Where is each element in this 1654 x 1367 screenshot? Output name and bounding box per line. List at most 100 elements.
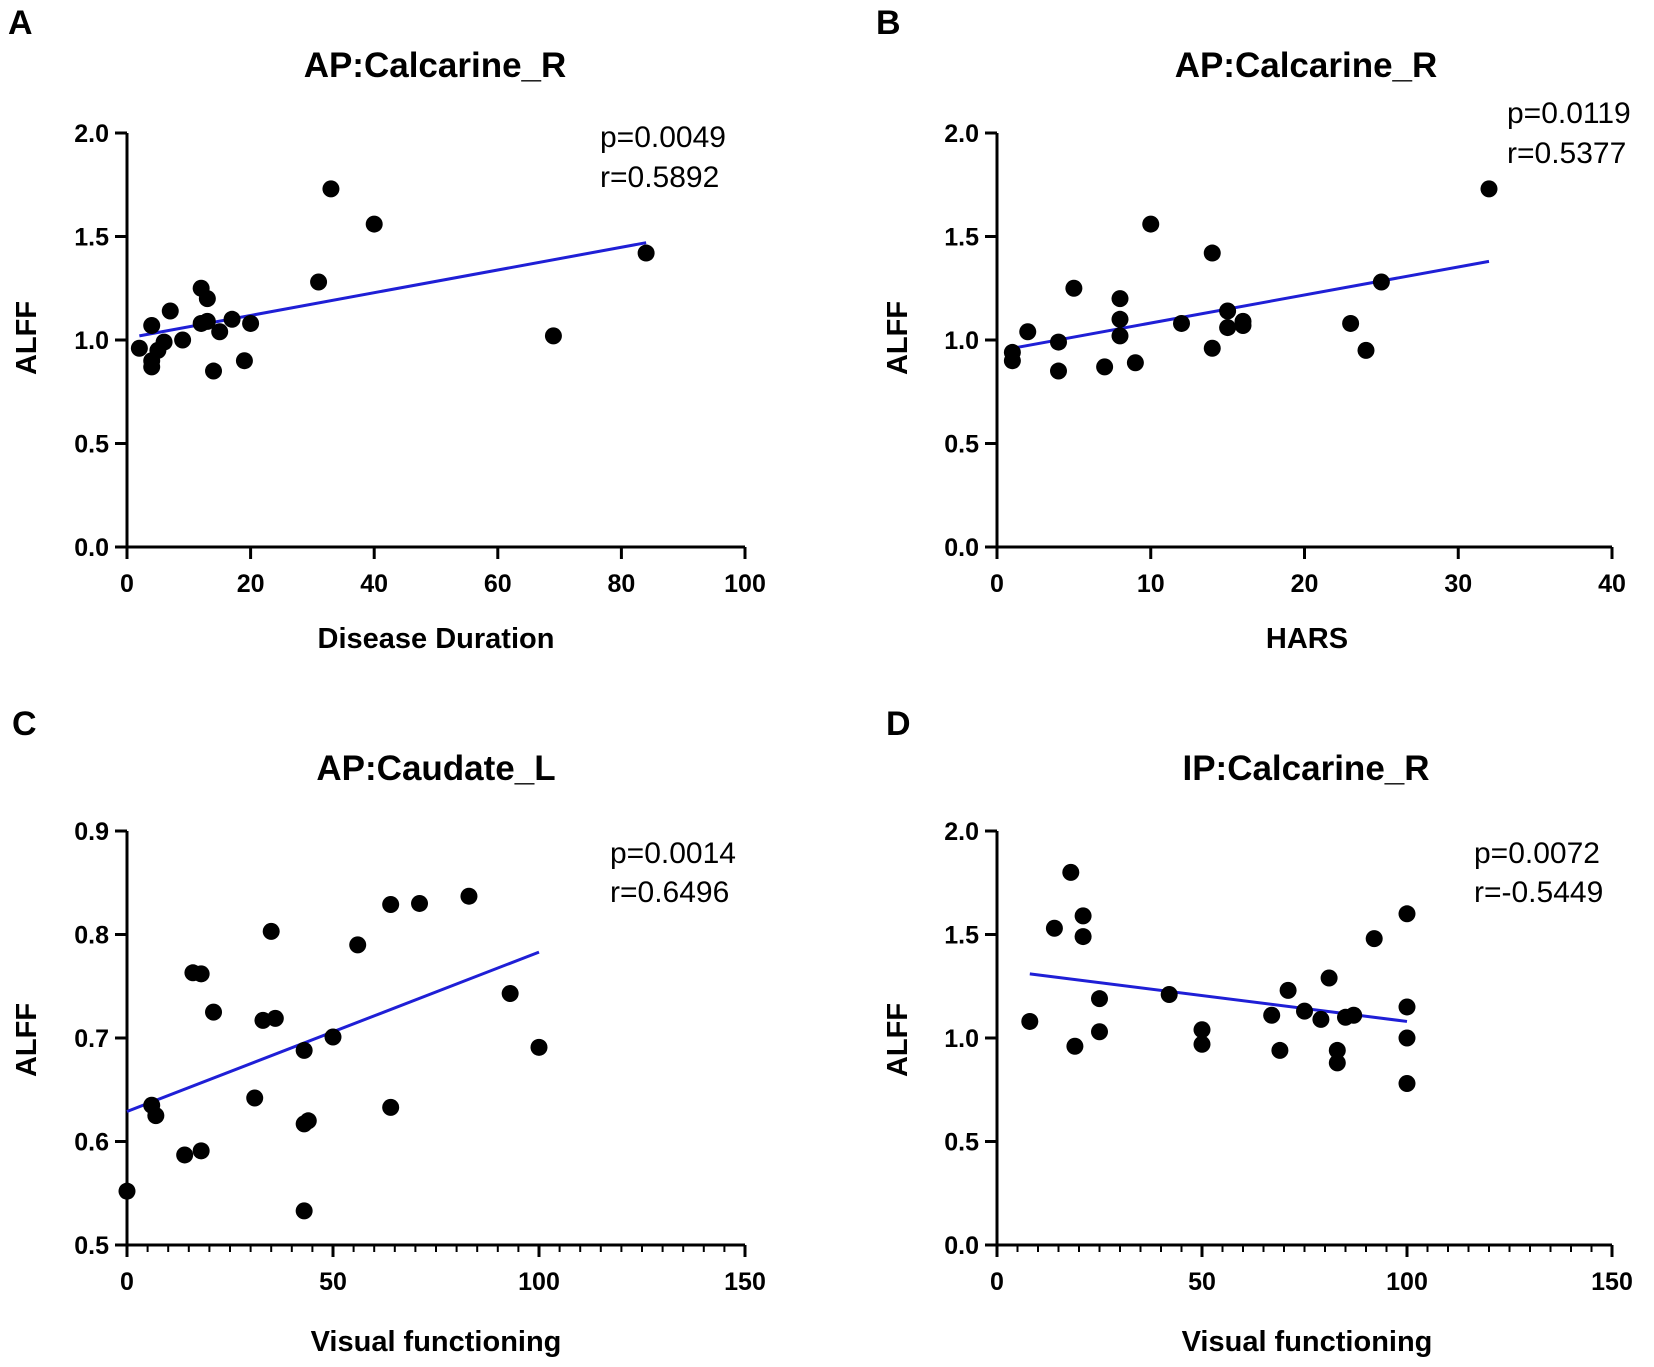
panel-b-data-point xyxy=(1203,339,1221,357)
panel-b-data-point xyxy=(1234,312,1252,330)
panel-c-y-tick-label: 0.7 xyxy=(74,1025,109,1053)
panel-c-data-point xyxy=(205,1003,223,1021)
panel-d-data-point xyxy=(1091,1023,1108,1041)
panel-c-x-tick-label: 50 xyxy=(319,1268,347,1296)
panel-a-x-tick-label: 100 xyxy=(724,570,766,598)
panel-b-data-point xyxy=(1126,354,1144,372)
panel-c-data-point xyxy=(266,1009,284,1027)
panel-b-data-point xyxy=(1050,333,1067,351)
panel-d-data-point xyxy=(1328,1054,1346,1072)
panel-c-r-value: r=0.6496 xyxy=(610,876,729,909)
panel-b-x-label: HARS xyxy=(1266,623,1348,655)
panel-b-x-tick-label: 20 xyxy=(1291,570,1319,598)
panel-a-data-point xyxy=(365,215,383,233)
panel-a-data-point xyxy=(544,327,562,345)
panel-b-y-tick-label: 0.0 xyxy=(944,534,979,562)
panel-d-data-point xyxy=(1345,1006,1363,1024)
panel-c-data-point xyxy=(192,1142,210,1160)
panel-d-data-point xyxy=(1312,1010,1330,1028)
panel-b-fit-line xyxy=(1012,259,1490,350)
panel-d-data-point xyxy=(1074,928,1092,946)
panel-d-x-tick-label: 100 xyxy=(1386,1268,1428,1296)
panel-b-data-point xyxy=(1111,290,1129,308)
panel-letter-a: A xyxy=(8,4,33,42)
panel-b-y-tick-label: 2.0 xyxy=(944,120,979,148)
panel-d-y-tick-label: 1.0 xyxy=(944,1025,979,1053)
panel-c-data-point xyxy=(147,1107,165,1125)
panel-c-y-label: ALFF xyxy=(11,1003,43,1077)
panel-b-x-tick-label: 10 xyxy=(1137,570,1165,598)
panel-a-p-value: p=0.0049 xyxy=(600,121,726,154)
panel-letter-c: C xyxy=(12,705,37,743)
panel-c-plot-area: 0.5 0.6 0.7 0.8 0.9 0 50 100 150 xyxy=(74,818,766,1296)
panel-b-y-tick-label: 0.5 xyxy=(944,431,979,459)
panel-a-data-point xyxy=(211,323,229,341)
panel-c-data-point xyxy=(246,1089,264,1107)
panel-d-r-value: r=-0.5449 xyxy=(1474,876,1603,909)
panel-d-x-label: Visual functioning xyxy=(1182,1326,1433,1358)
panel-d-y-tick-label: 0.0 xyxy=(944,1232,979,1260)
panel-c-data-point xyxy=(460,887,478,905)
panel-c-title: AP:Caudate_L xyxy=(316,749,555,788)
panel-b-title: AP:Calcarine_R xyxy=(1175,46,1438,85)
panel-a-data-point xyxy=(322,180,340,198)
panel-a-data-point xyxy=(205,362,223,380)
panel-b: B AP:Calcarine_R p=0.0119 r=0.5377 HARS … xyxy=(876,4,1631,655)
panel-d-y-tick-label: 1.5 xyxy=(944,922,979,950)
panel-d-y-tick-label: 0.5 xyxy=(944,1129,979,1157)
panel-a-y-tick-label: 1.5 xyxy=(74,224,109,252)
panel-d-p-value: p=0.0072 xyxy=(1474,837,1600,870)
panel-c-y-tick-label: 0.6 xyxy=(74,1129,109,1157)
panel-a-y-tick-label: 2.0 xyxy=(74,120,109,148)
panel-b-data-point xyxy=(1111,327,1129,345)
panel-a-data-point xyxy=(161,302,179,320)
panel-a-plot-area: 0.0 0.5 1.0 1.5 2.0 0 20 40 60 80 100 xyxy=(74,120,766,598)
panel-a-x-label: Disease Duration xyxy=(318,623,555,655)
panel-b-x-tick-label: 30 xyxy=(1444,570,1472,598)
panel-a-data-point xyxy=(155,333,173,351)
panel-d-data-point xyxy=(1193,1035,1211,1053)
panel-c-data-point xyxy=(192,965,210,983)
panel-d-title: IP:Calcarine_R xyxy=(1182,749,1429,788)
panel-b-x-tick-label: 0 xyxy=(990,570,1004,598)
panel-b-data-point xyxy=(1480,180,1498,198)
panel-b-x-tick-label: 40 xyxy=(1598,570,1626,598)
panel-b-data-point xyxy=(1219,319,1237,337)
panel-b-y-label: ALFF xyxy=(882,301,914,375)
panel-d-data-point xyxy=(1066,1037,1084,1055)
panel-c-data-point xyxy=(299,1112,317,1130)
panel-b-data-point xyxy=(1096,358,1114,376)
panel-d-data-point xyxy=(1062,863,1080,881)
panel-b-data-point xyxy=(1342,314,1360,332)
panel-c-data-point xyxy=(382,895,400,913)
panel-a-x-tick-label: 0 xyxy=(120,570,134,598)
panel-b-data-point xyxy=(1050,362,1067,380)
panel-d-data-point xyxy=(1398,1075,1416,1093)
panel-c-x-label: Visual functioning xyxy=(311,1326,562,1358)
panel-d-data-point xyxy=(1193,1021,1211,1039)
panel-b-y-tick-label: 1.0 xyxy=(944,327,979,355)
panel-d-data-point xyxy=(1160,986,1178,1004)
panel-b-data-point xyxy=(1003,352,1021,370)
panel-d-data-point xyxy=(1328,1041,1346,1059)
panel-d-x-tick-label: 150 xyxy=(1591,1268,1633,1296)
panel-d-x-tick-label: 0 xyxy=(990,1268,1004,1296)
panel-d-y-tick-label: 2.0 xyxy=(944,818,979,846)
panel-c-y-tick-label: 0.9 xyxy=(74,818,109,846)
panel-a-title: AP:Calcarine_R xyxy=(304,46,567,85)
panel-a-y-tick-label: 0.0 xyxy=(74,534,109,562)
panel-d-data-point xyxy=(1398,998,1416,1016)
panel-c-p-value: p=0.0014 xyxy=(610,837,736,870)
panel-d-data-point xyxy=(1091,990,1108,1008)
panel-c-data-point xyxy=(262,922,280,940)
panel-b-data-point xyxy=(1142,215,1160,233)
panel-d-data-point xyxy=(1320,969,1338,987)
panel-c-x-tick-label: 0 xyxy=(120,1268,134,1296)
panel-b-data-point xyxy=(1065,279,1083,297)
panel-a-data-point xyxy=(242,314,260,332)
panel-d-data-point xyxy=(1398,1029,1416,1047)
panel-d-data-point xyxy=(1398,905,1416,923)
panel-c-data-point xyxy=(501,984,519,1002)
panel-a-data-point xyxy=(637,244,655,262)
panel-c-x-tick-label: 150 xyxy=(724,1268,766,1296)
